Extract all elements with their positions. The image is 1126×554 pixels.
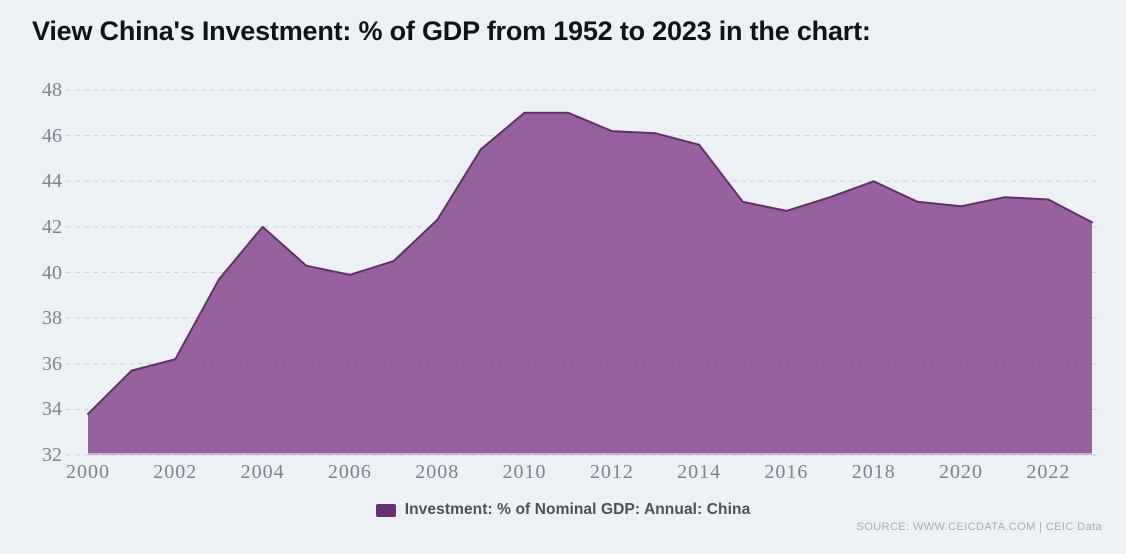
series-line [87,111,1093,415]
x-axis-tick: 2006 [327,461,372,483]
y-axis-tick: 48 [42,79,62,101]
x-axis-tick: 2008 [415,461,460,483]
y-axis-tick: 46 [42,124,62,147]
y-axis-tick: 36 [42,352,62,375]
area-series-china[interactable] [88,112,1092,456]
x-axis-tick: 2022 [1026,461,1071,483]
legend-label: Investment: % of Nominal GDP: Annual: Ch… [404,501,751,518]
y-axis-tick: 42 [42,215,62,238]
y-axis-tick: 32 [42,444,62,466]
x-axis-tick: 2004 [240,461,285,483]
legend-swatch-icon [375,503,396,517]
x-axis-tick: 2000 [66,461,110,483]
y-axis-tick: 40 [42,261,62,284]
y-axis-tick: 34 [42,398,62,421]
x-axis-tick: 2020 [939,461,984,483]
x-axis-tick: 2014 [677,461,722,483]
legend-item[interactable]: Investment: % of Nominal GDP: Annual: Ch… [0,501,1126,519]
x-axis-tick: 2002 [153,461,198,483]
x-axis-tick: 2016 [764,461,809,483]
x-axis-tick: 2010 [502,461,547,483]
y-axis-tick: 44 [42,170,62,193]
y-axis-tick: 38 [42,307,62,330]
x-axis-tick: 2012 [589,461,634,483]
chart-title: View China's Investment: % of GDP from 1… [32,16,871,46]
x-axis-tick: 2018 [851,461,896,483]
source-attribution: SOURCE: WWW.CEICDATA.COM | CEIC Data [856,521,1102,533]
